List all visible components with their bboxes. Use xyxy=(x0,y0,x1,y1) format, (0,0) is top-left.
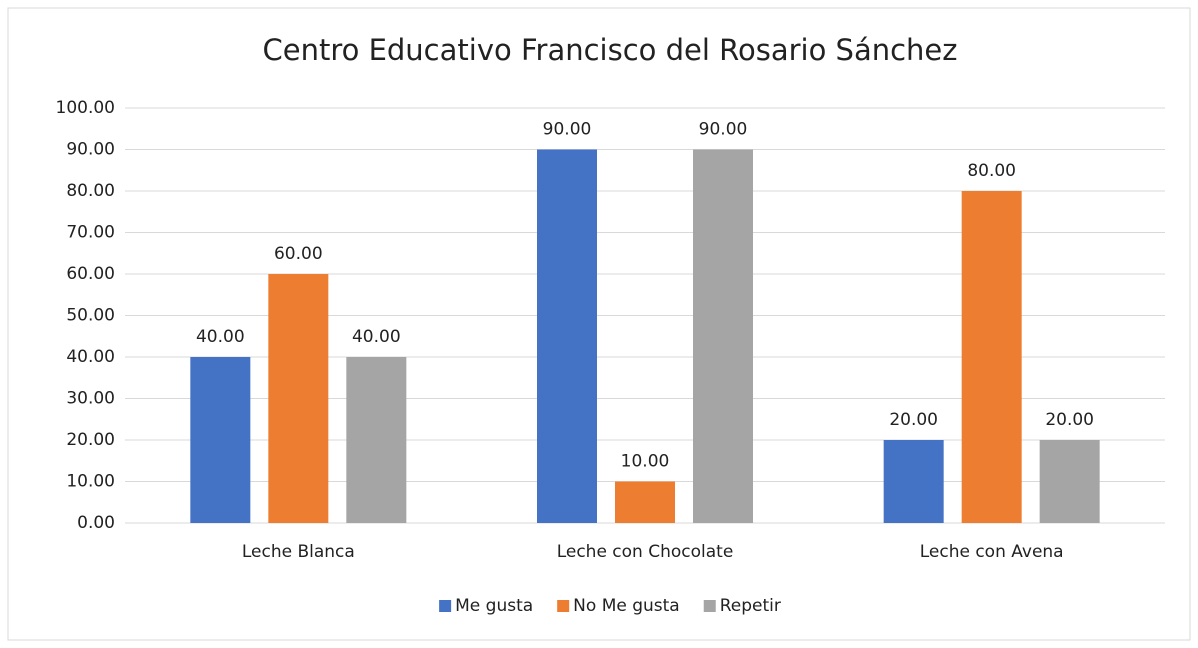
bar xyxy=(537,149,597,523)
y-tick-label: 70.00 xyxy=(66,223,115,243)
y-tick-label: 60.00 xyxy=(66,264,115,284)
data-label: 90.00 xyxy=(543,120,592,140)
y-tick-label: 10.00 xyxy=(66,472,115,492)
bar xyxy=(268,274,329,523)
data-label: 80.00 xyxy=(967,161,1016,181)
bar xyxy=(615,481,675,523)
data-label: 60.00 xyxy=(274,244,323,264)
bar xyxy=(883,440,944,523)
x-tick-label: Leche con Chocolate xyxy=(557,542,734,562)
chart-title: Centro Educativo Francisco del Rosario S… xyxy=(262,33,957,67)
y-tick-label: 20.00 xyxy=(66,430,115,450)
x-tick-label: Leche Blanca xyxy=(242,542,355,562)
y-tick-label: 100.00 xyxy=(56,98,115,118)
data-label: 20.00 xyxy=(889,410,938,430)
legend-swatch xyxy=(557,600,570,612)
legend-swatch xyxy=(703,600,716,612)
bar xyxy=(1039,440,1100,523)
bar xyxy=(961,191,1022,523)
bar xyxy=(693,149,753,523)
data-label: 90.00 xyxy=(699,120,748,140)
x-tick-label: Leche con Avena xyxy=(920,542,1064,562)
legend-label: No Me gusta xyxy=(573,596,680,616)
data-label: 40.00 xyxy=(352,327,401,347)
y-tick-label: 50.00 xyxy=(66,306,115,326)
y-tick-label: 80.00 xyxy=(66,181,115,201)
bar xyxy=(346,357,407,523)
data-label: 20.00 xyxy=(1045,410,1094,430)
legend-swatch xyxy=(439,600,452,612)
y-tick-label: 0.00 xyxy=(77,513,115,533)
data-label: 40.00 xyxy=(196,327,245,347)
y-tick-label: 40.00 xyxy=(66,347,115,367)
y-tick-label: 30.00 xyxy=(66,389,115,409)
y-tick-label: 90.00 xyxy=(66,140,115,160)
data-label: 10.00 xyxy=(621,452,670,472)
legend-label: Repetir xyxy=(720,596,781,616)
bar xyxy=(190,357,251,523)
legend-label: Me gusta xyxy=(455,596,533,616)
